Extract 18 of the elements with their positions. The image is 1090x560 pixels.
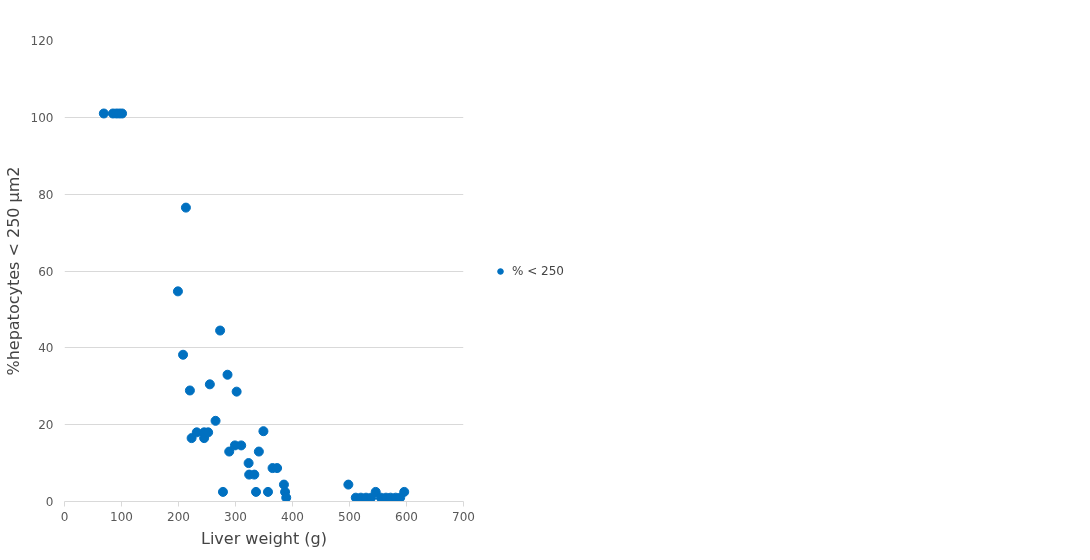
x-axis-title: Liver weight (g) [201,528,328,548]
x-tick-label: 700 [452,509,475,524]
x-tick-label: 500 [338,509,361,524]
y-tick-label: 80 [38,187,54,202]
y-tick-label: 0 [45,495,54,509]
x-tick-label: 200 [167,509,190,524]
x-tick-label: 100 [110,509,133,524]
x-tick-label: 600 [395,509,418,524]
x-tick-label: 0 [60,509,69,524]
y-tick-label: 100 [30,110,54,125]
y-tick-label: 40 [38,341,54,356]
x-tick-label: 300 [224,509,247,524]
y-tick-label: 60 [38,264,54,279]
y-axis-title: %hepatocytes < 250 µm2 [3,166,23,376]
y-tick-label: 120 [30,34,54,48]
legend-label: % < 250 [512,263,564,278]
y-tick-label: 20 [38,418,54,433]
x-tick-label: 400 [281,509,304,524]
